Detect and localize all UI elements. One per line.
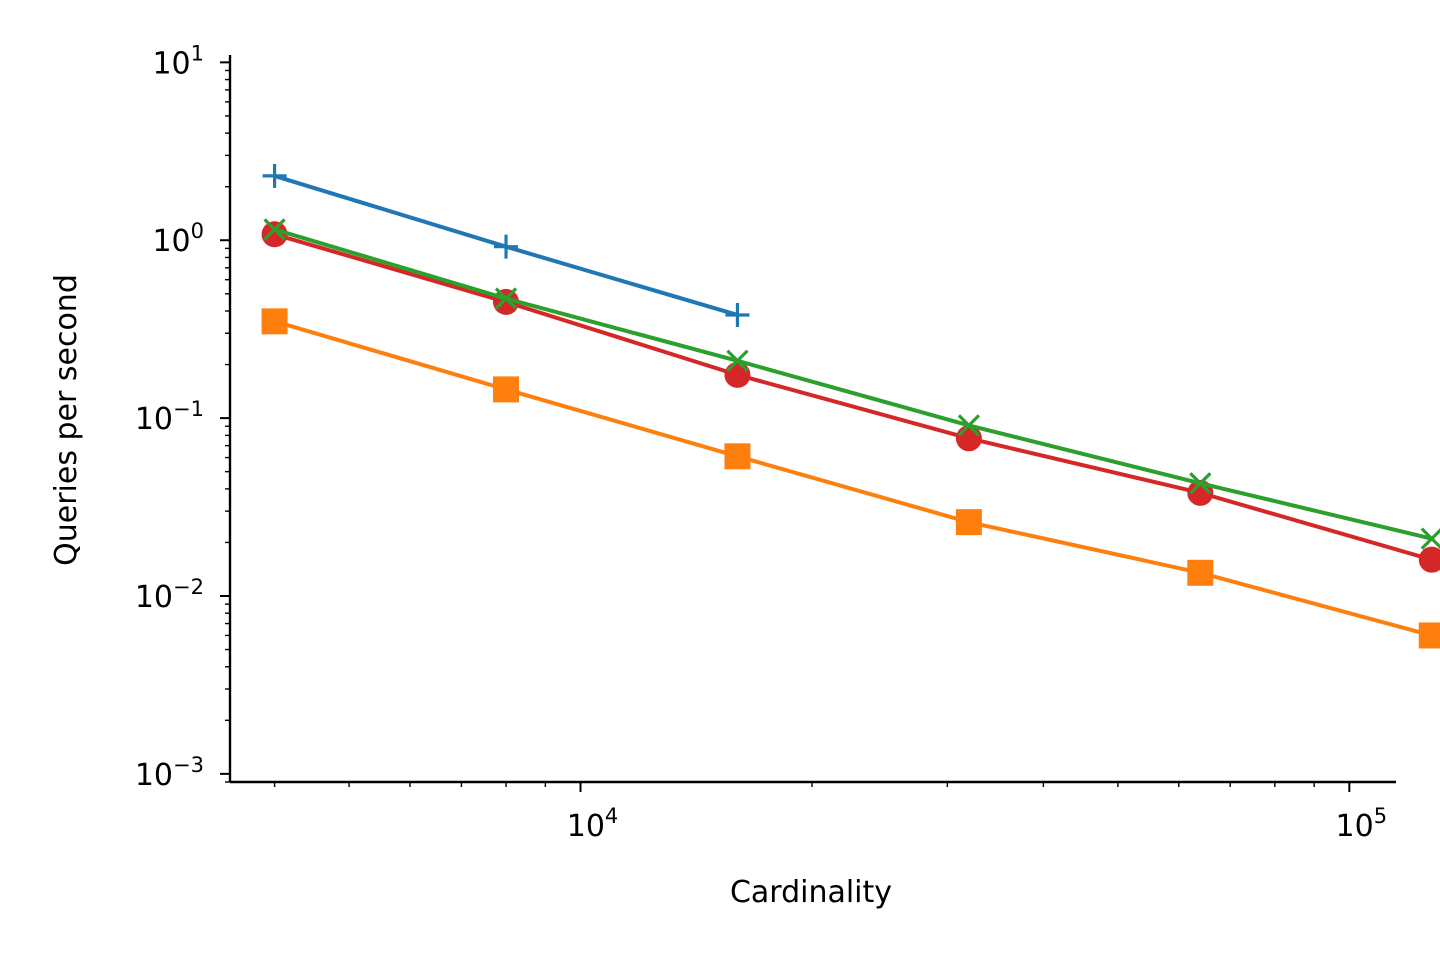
series-line: [274, 319, 1433, 638]
series-layer: [261, 163, 1440, 649]
data-point: [955, 509, 982, 536]
series-line: [274, 232, 1433, 562]
data-point: [1189, 472, 1212, 495]
data-point: [261, 308, 288, 335]
y-tick-label: 10−1: [135, 397, 204, 437]
data-point: [1187, 559, 1214, 586]
y-tick-label: 100: [152, 219, 204, 259]
y-tick-label: 10−2: [135, 575, 204, 615]
data-point: [1418, 546, 1440, 573]
data-point: [261, 221, 288, 248]
data-point: [724, 443, 751, 470]
series-4: [261, 308, 1440, 649]
data-point: [493, 376, 520, 403]
y-tick-label: 101: [152, 41, 204, 81]
data-point: [494, 234, 519, 259]
data-point: [726, 349, 749, 372]
data-point: [263, 218, 286, 241]
series-line: [274, 227, 1433, 541]
x-axis-label: Cardinality: [730, 875, 892, 910]
axes: 10−3 10−2 10−1 100 101 104 105: [135, 41, 1396, 844]
data-point: [724, 361, 751, 388]
data-point: [725, 302, 750, 327]
x-tick-label: 105: [1336, 804, 1388, 844]
series-3: [263, 218, 1440, 550]
data-point: [1418, 622, 1440, 649]
data-point: [262, 163, 287, 188]
x-tick-label: 104: [567, 804, 619, 844]
series-1: [262, 163, 750, 327]
y-axis-label: Queries per second: [49, 274, 84, 566]
data-point: [957, 414, 981, 437]
data-point: [1420, 527, 1440, 550]
series-2: [261, 221, 1440, 573]
y-tick-label: 10−3: [135, 753, 204, 793]
data-point: [494, 287, 518, 310]
